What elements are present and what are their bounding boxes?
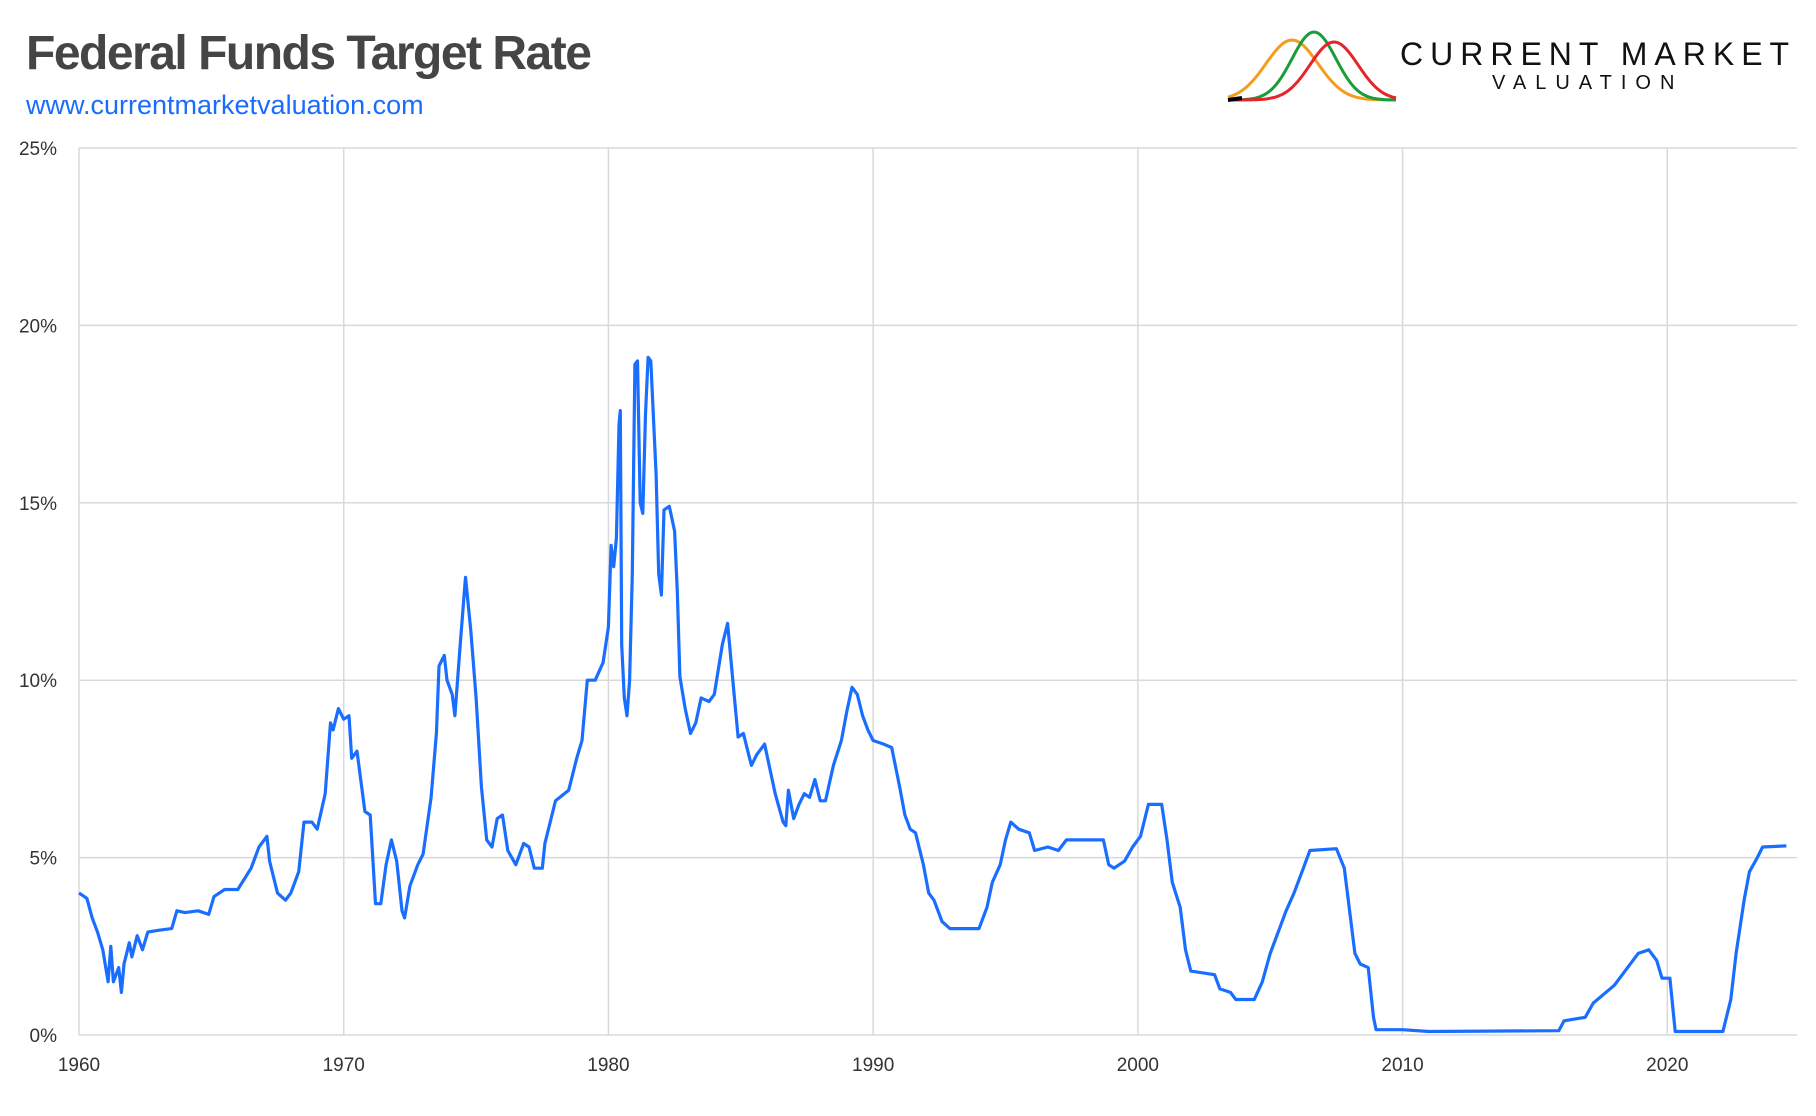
chart-title: Federal Funds Target Rate xyxy=(26,27,592,80)
x-tick-label: 1990 xyxy=(852,1055,894,1076)
series-line xyxy=(78,355,1787,1034)
website-link[interactable]: www.currentmarketvaluation.com xyxy=(26,90,424,120)
y-tick-label: 10% xyxy=(19,671,57,692)
x-tick-label: 1960 xyxy=(58,1055,100,1076)
x-tick-label: 1980 xyxy=(587,1055,629,1076)
logo-text-line2: VALUATION xyxy=(1492,72,1684,94)
logo-text-line1: CURRENT MARKET xyxy=(1400,36,1797,72)
y-tick-label: 5% xyxy=(30,849,58,870)
y-tick-label: 0% xyxy=(30,1026,58,1047)
x-tick-label: 1970 xyxy=(323,1055,365,1076)
x-tick-label: 2020 xyxy=(1646,1055,1688,1076)
y-tick-label: 15% xyxy=(19,494,57,515)
x-tick-label: 2010 xyxy=(1381,1055,1423,1076)
bell-curves-logo-icon xyxy=(1227,30,1397,102)
x-tick-label: 2000 xyxy=(1117,1055,1159,1076)
y-tick-label: 25% xyxy=(19,139,57,160)
y-tick-label: 20% xyxy=(19,316,57,337)
